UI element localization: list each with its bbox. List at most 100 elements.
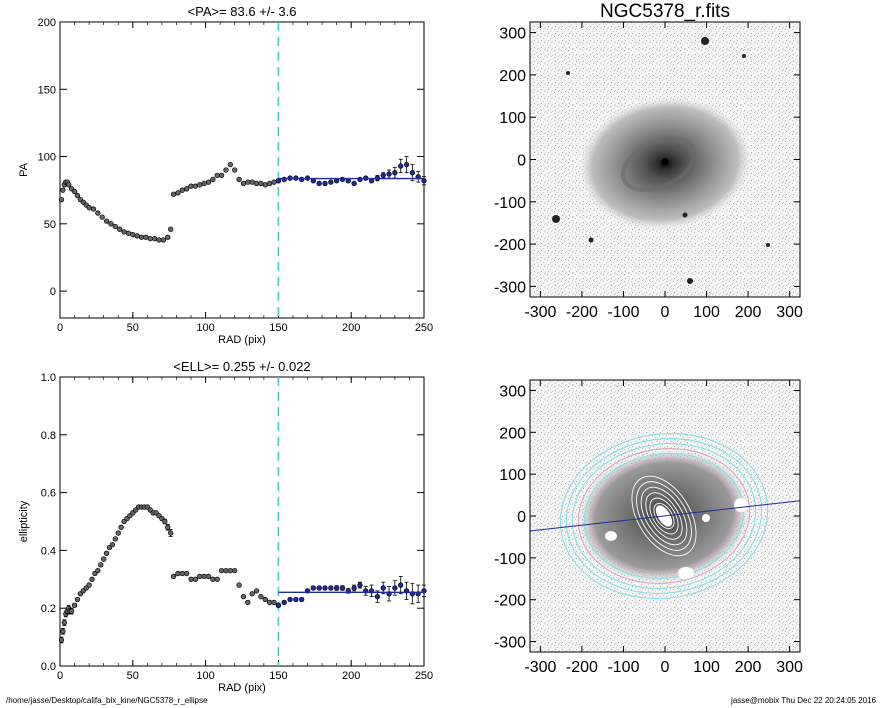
- data-point: [232, 167, 238, 173]
- data-point: [112, 223, 118, 230]
- data-point: [262, 182, 268, 188]
- field-star: [566, 71, 570, 75]
- data-point: [192, 183, 199, 189]
- data-point: [184, 186, 190, 192]
- data-point: [398, 163, 404, 169]
- x-tick-label: 100: [196, 322, 214, 334]
- x-axis-label: RAD (pix): [218, 682, 266, 694]
- x-tick-label: 200: [342, 322, 360, 334]
- data-point: [281, 599, 287, 606]
- data-point: [74, 192, 81, 199]
- galaxy-image-panel: -300 -200 -100 0 100 200 300 -300 -200 -100 0 100 20…: [494, 1, 803, 321]
- data-point: [351, 585, 357, 591]
- field-star: [742, 54, 746, 58]
- x-tick-label: 50: [127, 670, 139, 682]
- data-point: [160, 237, 167, 243]
- profile-panel-1: 0 50 100 150 200 250 0 50 100 150 200 <PA>= 83.6 +/…: [18, 4, 433, 346]
- data-point: [205, 573, 212, 580]
- data-point: [138, 234, 145, 240]
- data-point: [192, 576, 199, 582]
- data-point: [188, 576, 194, 582]
- plot-frame: [59, 21, 425, 319]
- x-tick-label: -300: [524, 304, 556, 321]
- data-point: [205, 179, 212, 185]
- x-tick-label: 150: [269, 322, 287, 334]
- data-point: [245, 599, 251, 606]
- x-axis-label: RAD (pix): [218, 334, 266, 346]
- data-point: [293, 596, 299, 603]
- data-point: [328, 179, 334, 185]
- data-point: [253, 180, 260, 187]
- data-point: [271, 599, 277, 606]
- data-point: [240, 180, 247, 187]
- data-point: [58, 637, 65, 643]
- data-point: [253, 588, 260, 594]
- data-point: [339, 585, 346, 591]
- data-point: [156, 237, 162, 243]
- data-point: [267, 180, 273, 187]
- y-tick-label: 0.2: [41, 603, 56, 615]
- isophote-contour: [571, 443, 757, 589]
- data-point: [86, 582, 92, 588]
- data-point: [409, 170, 416, 176]
- data-point: [275, 602, 282, 608]
- data-point: [98, 562, 104, 568]
- x-tick-label: -100: [607, 659, 639, 676]
- data-point: [287, 596, 293, 603]
- data-point: [103, 218, 110, 224]
- y-tick-label: 200: [499, 425, 526, 442]
- data-point: [109, 541, 116, 548]
- y-tick-label: 0.0: [41, 661, 56, 673]
- data-point: [66, 182, 72, 188]
- y-tick-label: 300: [499, 26, 526, 43]
- x-tick-label: 200: [342, 670, 360, 682]
- inner-isophote: [649, 497, 679, 535]
- data-point: [130, 231, 136, 238]
- plot-title: <ELL>= 0.255 +/- 0.022: [173, 359, 310, 374]
- y-tick-label: -300: [494, 279, 526, 296]
- data-point: [71, 602, 78, 608]
- y-tick-label: 0.4: [41, 545, 56, 557]
- y-tick-label: 0: [517, 153, 526, 170]
- footer-user-timestamp: jasse@mobix Thu Dec 22 20:24:05 2016: [731, 696, 876, 705]
- data-point: [165, 234, 171, 240]
- spiral-arm: [621, 136, 697, 192]
- data-point: [281, 176, 287, 183]
- inner-isophote: [640, 486, 688, 546]
- inner-isophote: [645, 492, 683, 540]
- data-point: [112, 536, 118, 542]
- data-point: [170, 191, 177, 197]
- x-tick-label: 300: [776, 304, 803, 321]
- data-point: [398, 582, 404, 588]
- position-angle-line: [530, 500, 800, 532]
- inner-isophote: [636, 481, 692, 551]
- y-tick-label: 200: [499, 68, 526, 85]
- data-point: [322, 585, 328, 591]
- data-point: [333, 585, 340, 591]
- footer-file-path: /home/jasse/Desktop/califa_blx_kine/NGC5…: [6, 696, 208, 705]
- data-point: [316, 585, 322, 591]
- inner-isophote: [631, 475, 697, 557]
- data-point: [95, 210, 101, 216]
- data-point: [74, 596, 81, 603]
- data-point: [197, 573, 203, 580]
- data-point: [201, 180, 207, 187]
- data-point: [101, 556, 107, 562]
- x-tick-label: -100: [607, 304, 639, 321]
- data-point: [267, 599, 273, 606]
- data-point: [386, 171, 392, 177]
- data-point: [175, 570, 181, 577]
- data-point: [168, 530, 174, 536]
- data-point: [322, 180, 328, 187]
- data-point: [61, 620, 68, 626]
- field-star: [588, 237, 594, 243]
- field-star: [682, 212, 688, 218]
- data-point: [175, 190, 181, 196]
- data-point: [179, 570, 185, 577]
- masked-star: [702, 514, 710, 522]
- masked-star: [734, 498, 748, 512]
- data-point: [168, 226, 174, 232]
- data-point: [134, 233, 140, 239]
- data-point: [392, 585, 398, 591]
